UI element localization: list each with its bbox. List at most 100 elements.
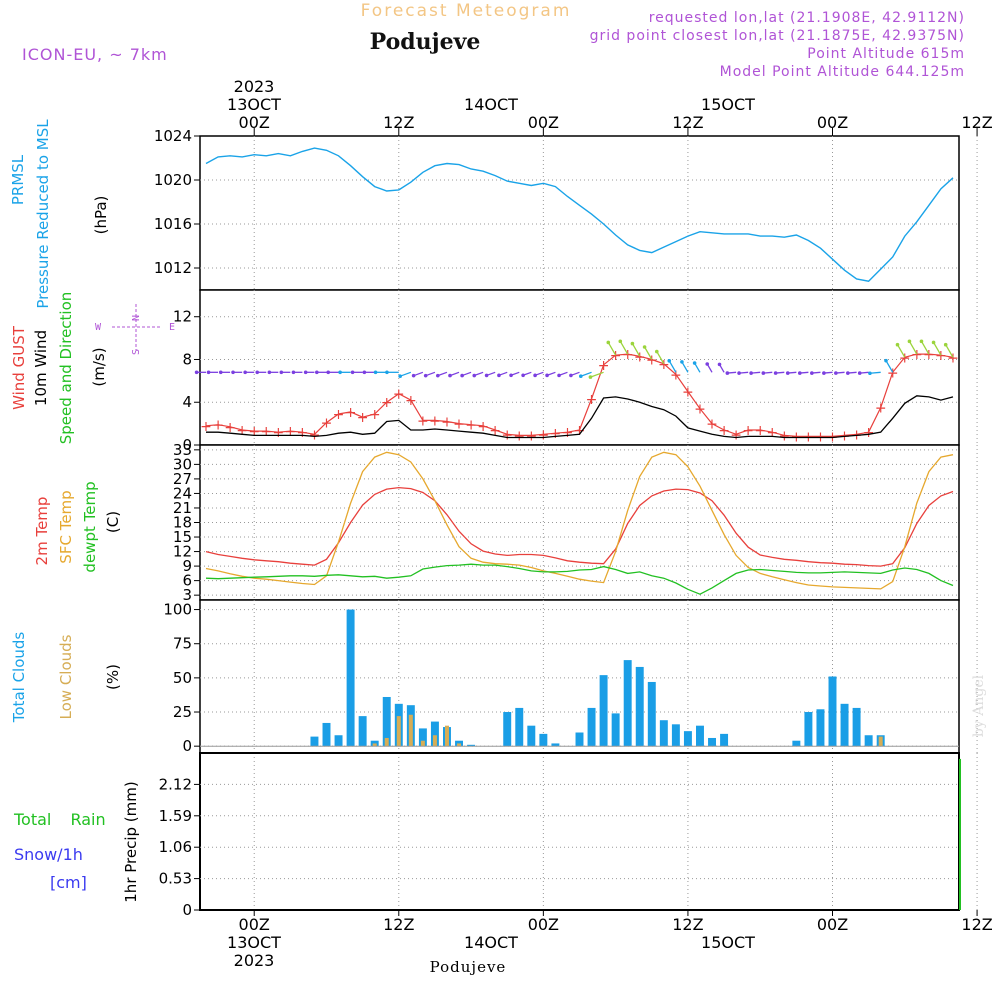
gust-marker: +: [887, 365, 899, 381]
wind-arrow-head: [884, 358, 888, 363]
bottom-date-15oct: 15OCT: [701, 933, 755, 952]
requested-coords: requested lon,lat (21.1908E, 42.9112N): [649, 10, 965, 26]
low-clouds-label: Low Clouds: [57, 634, 75, 719]
wind-arrow-head: [578, 374, 583, 379]
wind-arrow: [631, 343, 641, 357]
wind-arrow-head: [705, 362, 710, 366]
gust-marker: +: [562, 425, 574, 441]
wind-arrow-head: [919, 339, 924, 344]
precip-ytick-label: 0.53: [159, 870, 192, 888]
total-cloud-bar: [840, 703, 849, 747]
gust-marker: +: [730, 427, 742, 443]
wind-line: [206, 395, 954, 439]
wind-arrow-head: [588, 375, 593, 379]
clouds-ytick-label: 75: [173, 635, 192, 653]
total-cloud-bar: [587, 707, 596, 747]
temp-ytick-label: 12: [173, 543, 192, 561]
wind-arrow-head: [797, 371, 802, 375]
low-cloud-bar: [384, 737, 389, 747]
gust-marker: +: [453, 417, 465, 433]
gust-marker: +: [297, 425, 309, 441]
wind-arrow-head: [846, 371, 850, 375]
low-cloud-bar: [432, 735, 437, 747]
total-cloud-bar: [623, 660, 632, 747]
total-cloud-bar: [611, 713, 620, 747]
wind-arrow-head: [895, 342, 900, 347]
gust-marker: +: [224, 420, 236, 436]
bottom-tick-label: 00Z: [239, 915, 270, 934]
gust-marker: +: [369, 407, 381, 423]
panel-5: [199, 752, 978, 911]
total-cloud-bar: [430, 721, 439, 747]
pressure-ytick-label: 1012: [154, 259, 192, 277]
wind-arrow-head: [436, 373, 440, 378]
wind-arrow-head: [680, 360, 684, 364]
temp-ytick-label: 21: [173, 499, 192, 517]
wind-arrow-head: [350, 370, 355, 375]
low-cloud-bar: [457, 743, 462, 747]
wind-arrow-head: [737, 371, 741, 375]
gust-marker: +: [429, 413, 441, 429]
gust-line: [205, 353, 954, 437]
wind-arrow-head: [373, 370, 378, 375]
wind-arrows: [194, 339, 954, 379]
total-cloud-bar: [708, 737, 716, 747]
gust-marker: +: [236, 423, 248, 439]
bottom-year: 2023: [234, 951, 275, 970]
bottom-tick-label: 00Z: [817, 915, 848, 934]
pressure-line: [205, 147, 954, 282]
low-cloud-bar: [396, 716, 401, 747]
wind-arrow-head: [810, 371, 814, 375]
panel-frame: [199, 752, 960, 911]
gust-marker: +: [935, 348, 947, 364]
model-name: ICON-EU, ~ 7km: [22, 45, 168, 64]
wind-arrow-head: [931, 340, 936, 345]
wind-ytick-label: 0: [182, 436, 192, 454]
gust-marker: +: [574, 423, 586, 439]
pressure-ytick-label: 1016: [154, 215, 192, 233]
temp-ytick-label: 6: [182, 572, 192, 590]
rain-bar: [959, 758, 961, 910]
panel-1: [199, 135, 978, 291]
wind-arrow-head: [206, 370, 211, 375]
prmsl-label: PRMSL: [9, 154, 27, 205]
wind-ytick-label: 4: [182, 393, 192, 411]
wind-arrow-head: [943, 342, 948, 347]
gust-marker: +: [550, 426, 562, 442]
wind-arrow-head: [654, 349, 659, 354]
wind-arrow-head: [326, 370, 331, 375]
compass-east: E: [169, 322, 175, 333]
precip-unit: 1hr Precip (mm): [122, 781, 140, 902]
total-cloud-bar: [539, 733, 548, 747]
total-cloud-bar: [720, 733, 729, 747]
wind-arrow: [885, 360, 894, 373]
wind-arrow-head: [231, 370, 235, 375]
wind-arrow: [607, 342, 617, 356]
wind-arrow-head: [303, 370, 308, 375]
total-cloud-bar: [816, 709, 825, 747]
compass-south: S: [131, 349, 142, 355]
snow-unit: [cm]: [50, 873, 87, 892]
prmsl-long-label: Pressure Reduced to MSL: [34, 119, 52, 309]
temp-ytick-label: 15: [173, 528, 192, 546]
gust-marker: +: [537, 427, 549, 443]
wind-arrow-head: [448, 373, 452, 378]
gust-marker: +: [309, 427, 321, 443]
gust-marker: +: [766, 425, 778, 441]
rain-label: Total Rain: [13, 810, 106, 829]
wind-arrow-head: [279, 370, 284, 375]
temp-unit: (C): [104, 511, 122, 533]
gust-marker: +: [525, 428, 537, 444]
snow-label: Snow/1h: [14, 845, 83, 864]
wind-arrow: [399, 371, 412, 377]
wind-arrow-head: [773, 371, 778, 375]
temp-ytick-label: 24: [173, 484, 192, 502]
gust-marker: +: [333, 407, 345, 423]
low-cloud-bar: [878, 736, 883, 747]
top-date-14oct: 14OCT: [464, 95, 518, 114]
precip-ytick-label: 1.59: [159, 807, 192, 825]
wind-arrow-head: [385, 370, 389, 375]
total-cloud-bar: [322, 722, 331, 747]
